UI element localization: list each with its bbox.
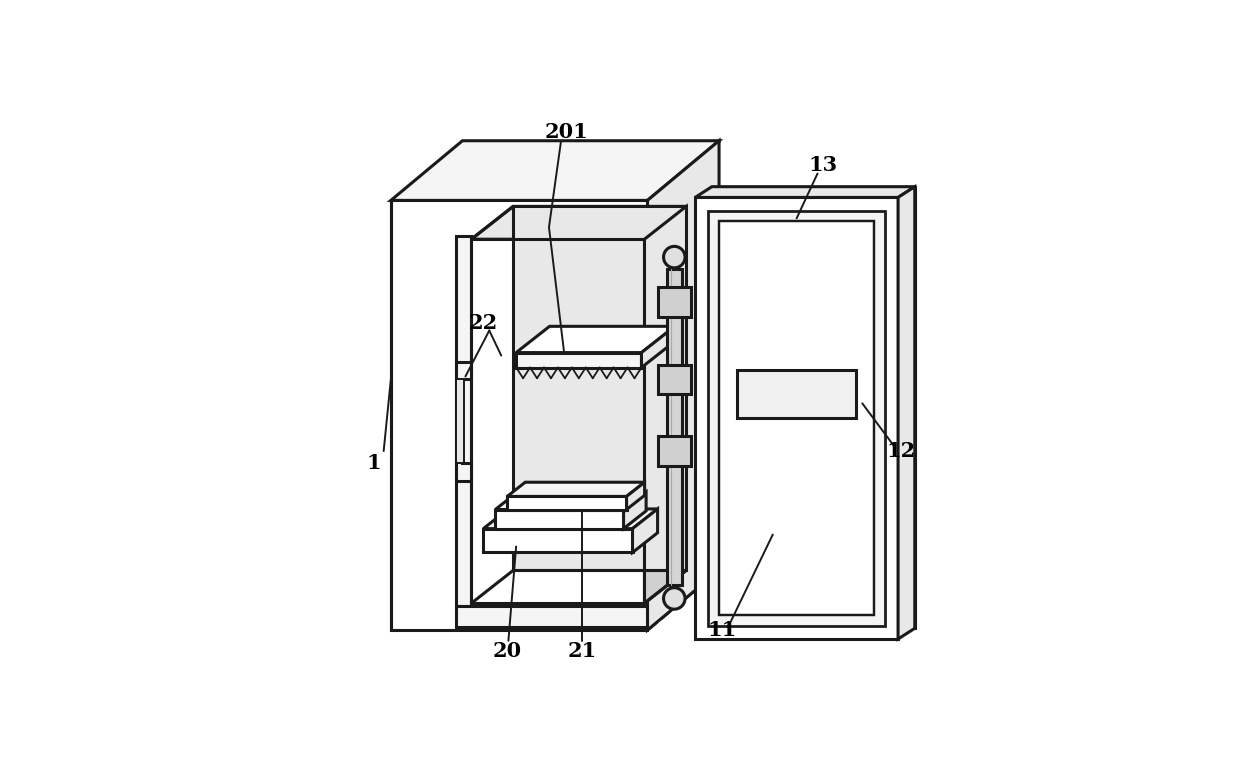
Polygon shape	[456, 606, 647, 627]
Polygon shape	[495, 509, 624, 529]
Polygon shape	[708, 211, 885, 626]
Text: 11: 11	[707, 620, 737, 640]
Text: 20: 20	[492, 641, 522, 661]
Text: 12: 12	[887, 441, 915, 461]
Polygon shape	[624, 492, 646, 529]
Polygon shape	[495, 492, 646, 509]
Polygon shape	[737, 370, 857, 418]
Polygon shape	[641, 326, 675, 367]
Polygon shape	[471, 206, 686, 239]
Polygon shape	[712, 187, 915, 629]
Polygon shape	[513, 206, 686, 570]
Polygon shape	[456, 361, 471, 480]
Polygon shape	[484, 529, 632, 553]
Polygon shape	[516, 326, 675, 353]
Polygon shape	[667, 269, 682, 585]
Polygon shape	[657, 364, 691, 394]
Polygon shape	[696, 187, 915, 198]
Polygon shape	[391, 201, 647, 630]
Text: 1: 1	[367, 453, 382, 473]
Polygon shape	[719, 222, 874, 615]
Text: 21: 21	[567, 641, 596, 661]
Polygon shape	[626, 482, 645, 509]
Polygon shape	[696, 198, 898, 639]
Polygon shape	[484, 509, 657, 529]
Text: 13: 13	[808, 154, 838, 174]
Polygon shape	[456, 236, 471, 606]
Polygon shape	[507, 497, 626, 509]
Polygon shape	[645, 206, 686, 603]
Polygon shape	[898, 187, 915, 639]
Polygon shape	[507, 482, 645, 497]
Text: 22: 22	[469, 313, 498, 332]
Polygon shape	[456, 380, 464, 463]
Polygon shape	[516, 353, 641, 367]
Polygon shape	[632, 509, 657, 553]
Polygon shape	[391, 141, 719, 201]
Text: 201: 201	[546, 122, 589, 142]
Polygon shape	[647, 141, 719, 630]
Circle shape	[663, 246, 684, 268]
Circle shape	[663, 587, 684, 609]
Polygon shape	[657, 287, 691, 317]
Polygon shape	[657, 436, 691, 466]
